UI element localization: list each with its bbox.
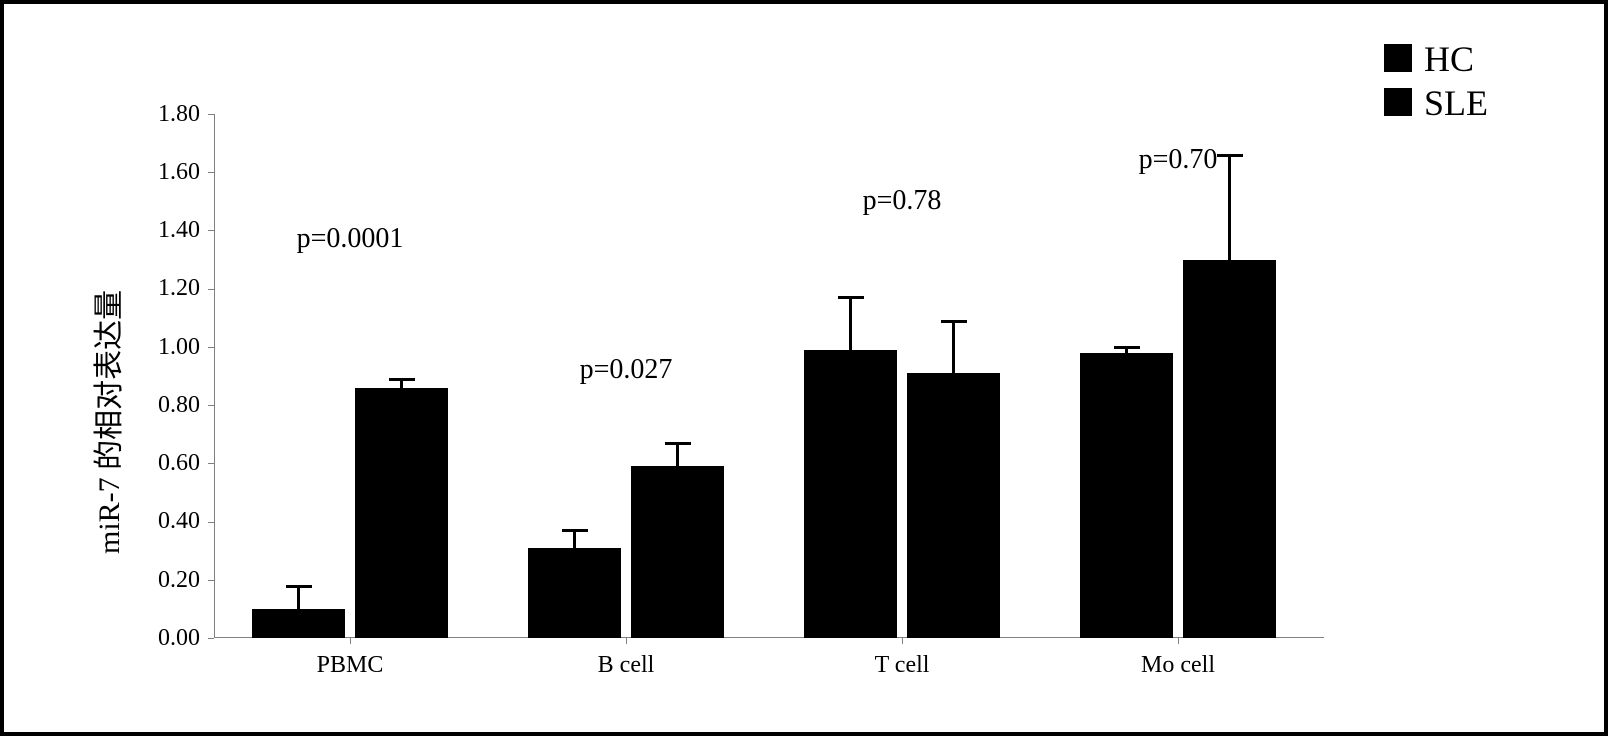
bar (907, 373, 1000, 638)
p-value-label: p=0.0001 (250, 223, 450, 255)
bar (252, 609, 345, 638)
y-tick-label: 1.20 (130, 275, 200, 302)
bar (631, 466, 724, 638)
y-tick-label: 1.00 (130, 334, 200, 361)
bar (1080, 353, 1173, 638)
p-value-label: p=0.78 (802, 185, 1002, 217)
y-tick-label: 0.20 (130, 567, 200, 594)
y-tick (208, 638, 214, 639)
y-tick-label: 0.00 (130, 625, 200, 652)
x-tick-label: B cell (536, 652, 716, 679)
bar (804, 350, 897, 638)
y-tick-label: 1.40 (130, 217, 200, 244)
y-tick (208, 405, 214, 406)
p-value-label: p=0.70 (1078, 144, 1278, 176)
x-tick (902, 638, 903, 644)
p-value-label: p=0.027 (526, 354, 726, 386)
error-bar (676, 443, 679, 466)
error-cap (941, 320, 967, 323)
y-tick-label: 0.40 (130, 508, 200, 535)
y-tick (208, 114, 214, 115)
chart-frame: 0.00 0.20 0.40 0.60 0.80 1.00 1.20 1.40 1.60 1.80… (0, 0, 1608, 736)
y-tick (208, 172, 214, 173)
bar (1183, 260, 1276, 638)
bar (528, 548, 621, 638)
y-tick (208, 463, 214, 464)
error-cap (665, 442, 691, 445)
y-tick (208, 230, 214, 231)
bar (355, 388, 448, 638)
y-axis-label: miR-7 的相对表达量 (84, 290, 128, 554)
error-cap (1114, 346, 1140, 349)
error-cap (562, 529, 588, 532)
legend-label: HC (1424, 38, 1474, 80)
error-bar (573, 530, 576, 547)
plot-area: 0.000.200.400.600.801.001.201.401.601.80… (214, 114, 1324, 638)
x-tick (1178, 638, 1179, 644)
legend-label: SLE (1424, 82, 1488, 124)
y-tick (208, 522, 214, 523)
error-cap (389, 378, 415, 381)
y-tick (208, 289, 214, 290)
error-bar (952, 321, 955, 373)
error-bar (849, 297, 852, 349)
x-tick-label: T cell (812, 652, 992, 679)
x-tick (626, 638, 627, 644)
y-tick (208, 347, 214, 348)
error-bar (297, 586, 300, 609)
y-tick-label: 1.80 (130, 101, 200, 128)
y-tick-label: 1.60 (130, 159, 200, 186)
x-tick-label: Mo cell (1088, 652, 1268, 679)
x-tick-label: PBMC (260, 652, 440, 679)
y-tick (208, 580, 214, 581)
y-axis (214, 114, 215, 638)
y-tick-label: 0.80 (130, 392, 200, 419)
legend-swatch (1384, 44, 1412, 72)
x-tick (350, 638, 351, 644)
y-tick-label: 0.60 (130, 450, 200, 477)
legend-swatch (1384, 88, 1412, 116)
error-cap (838, 296, 864, 299)
error-cap (286, 585, 312, 588)
